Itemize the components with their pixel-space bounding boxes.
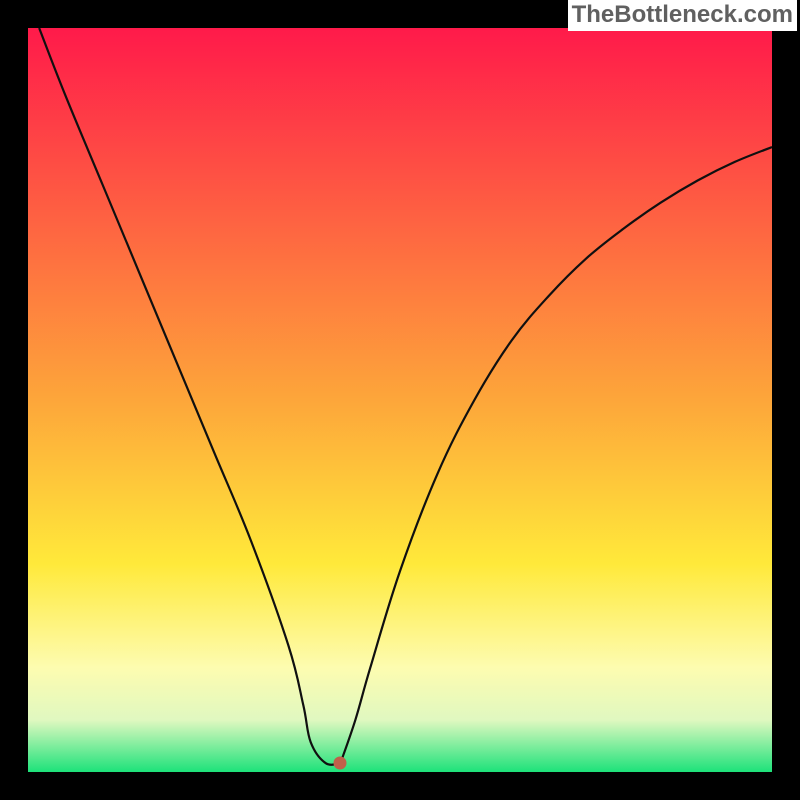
bottleneck-curve — [28, 28, 772, 772]
attribution-text: TheBottleneck.com — [568, 0, 797, 31]
plot-area — [28, 28, 772, 772]
curve-path — [39, 28, 772, 765]
minimum-marker — [334, 757, 347, 770]
canvas-root: TheBottleneck.com — [0, 0, 800, 800]
